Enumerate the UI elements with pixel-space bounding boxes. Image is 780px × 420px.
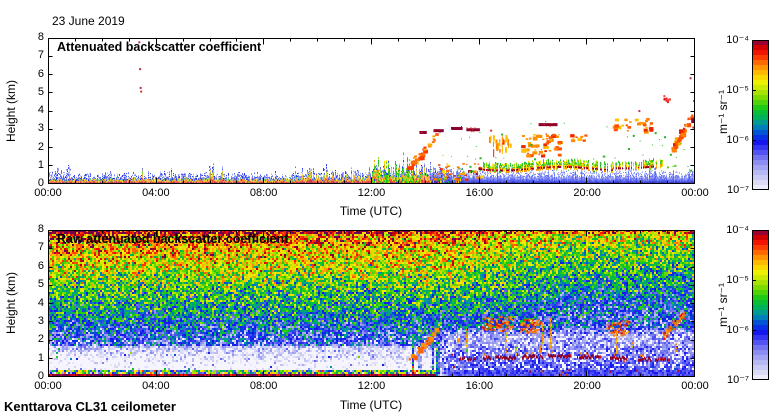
y-tick-label: 4 bbox=[37, 296, 44, 309]
y-tick-label: 2 bbox=[37, 333, 44, 346]
y-tick-label: 5 bbox=[37, 278, 44, 291]
x-tick-label: 20:00 bbox=[573, 187, 601, 199]
x-tick-label: 00:00 bbox=[681, 187, 709, 199]
y-tick-label: 1 bbox=[37, 158, 44, 171]
y-tick-label: 6 bbox=[37, 67, 44, 80]
top-x-axis-label: Time (UTC) bbox=[339, 204, 403, 218]
colorbar-tick-label: 10⁻⁶ bbox=[726, 324, 749, 336]
y-tick-label: 3 bbox=[37, 122, 44, 135]
bottom-y-axis-label: Height (km) bbox=[4, 271, 18, 335]
x-tick-label: 20:00 bbox=[573, 380, 601, 392]
top-colorbar-unit-label: m⁻¹ sr⁻¹ bbox=[716, 90, 730, 134]
y-tick-label: 6 bbox=[37, 259, 44, 272]
x-tick-label: 08:00 bbox=[249, 187, 278, 199]
bottom-colorbar-unit-label: m⁻¹ sr⁻¹ bbox=[716, 283, 730, 327]
x-tick-label: 00:00 bbox=[681, 380, 709, 392]
y-tick-label: 4 bbox=[37, 104, 44, 116]
colorbar-tick-label: 10⁻⁵ bbox=[726, 84, 749, 96]
bottom-x-axis-label: Time (UTC) bbox=[339, 398, 403, 412]
colorbar-tick-label: 10⁻⁴ bbox=[726, 224, 749, 236]
date-label: 23 June 2019 bbox=[52, 14, 125, 28]
x-tick-label: 12:00 bbox=[357, 187, 386, 199]
y-tick-label: 8 bbox=[37, 223, 44, 235]
top-panel-title: Attenuated backscatter coefficient bbox=[57, 40, 262, 54]
y-tick-label: 7 bbox=[37, 49, 44, 62]
colorbar-tick-label: 10⁻⁶ bbox=[726, 134, 749, 146]
x-tick-label: 04:00 bbox=[142, 187, 170, 199]
x-tick-label: 08:00 bbox=[249, 380, 278, 392]
colorbar-tick-label: 10⁻⁷ bbox=[726, 374, 749, 386]
y-tick-label: 7 bbox=[37, 241, 44, 254]
top-y-axis-label: Height (km) bbox=[4, 79, 18, 143]
attenuated-backscatter-heatmap bbox=[48, 38, 695, 184]
y-tick-label: 5 bbox=[37, 85, 44, 98]
colorbar-tick-label: 10⁻⁵ bbox=[726, 274, 749, 286]
raw-attenuated-backscatter-heatmap bbox=[48, 230, 695, 377]
x-tick-label: 00:00 bbox=[34, 380, 62, 392]
bottom-panel-title: Raw attenuated backscatter coefficient bbox=[57, 232, 289, 246]
bottom-colorbar bbox=[752, 230, 769, 380]
y-tick-label: 0 bbox=[37, 177, 44, 189]
y-tick-label: 3 bbox=[37, 314, 44, 327]
y-tick-label: 8 bbox=[37, 31, 44, 43]
x-tick-label: 16:00 bbox=[465, 187, 494, 199]
colorbar-tick-label: 10⁻⁴ bbox=[726, 34, 749, 46]
top-colorbar bbox=[752, 40, 769, 190]
x-tick-label: 16:00 bbox=[465, 380, 494, 392]
x-tick-label: 04:00 bbox=[142, 380, 170, 392]
station-label: Kenttarova CL31 ceilometer bbox=[4, 399, 176, 414]
colorbar-tick-label: 10⁻⁷ bbox=[726, 184, 749, 196]
y-tick-label: 1 bbox=[37, 351, 44, 364]
x-tick-label: 12:00 bbox=[357, 380, 386, 392]
y-tick-label: 2 bbox=[37, 140, 44, 153]
y-tick-label: 0 bbox=[37, 370, 44, 382]
x-tick-label: 00:00 bbox=[34, 187, 62, 199]
